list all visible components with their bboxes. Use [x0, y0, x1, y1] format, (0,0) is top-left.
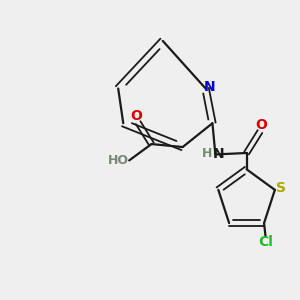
Text: N: N: [213, 148, 225, 161]
Text: O: O: [131, 109, 142, 123]
Text: N: N: [204, 80, 216, 94]
Text: HO: HO: [107, 154, 128, 167]
Text: Cl: Cl: [258, 236, 273, 249]
Text: H: H: [202, 147, 212, 160]
Text: S: S: [276, 182, 286, 195]
Text: O: O: [256, 118, 267, 132]
